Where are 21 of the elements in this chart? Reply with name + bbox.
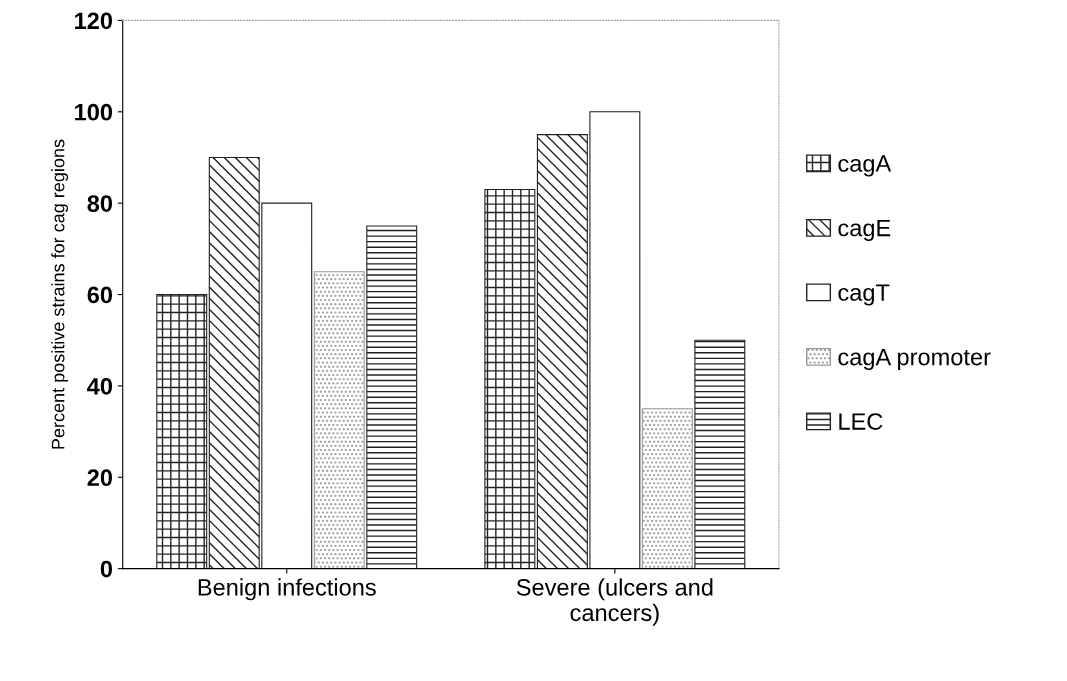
- y-axis-title: Percent positive strains for cag regions: [51, 139, 69, 449]
- y-tick-label: 120: [75, 12, 113, 30]
- y-tick-label: 40: [87, 377, 113, 395]
- bar: [366, 225, 418, 569]
- legend-label: cagA: [838, 155, 892, 177]
- legend-label: LEC: [839, 413, 883, 430]
- y-tick-label: 60: [87, 286, 113, 304]
- legend-label: cagA promoter: [838, 348, 991, 371]
- bar: [313, 271, 365, 569]
- x-tick-label: Severe (ulcers and cancers): [516, 578, 713, 626]
- y-tick-label: 20: [87, 469, 113, 487]
- y-tick-label: 100: [75, 103, 113, 121]
- legend-label: cagT: [838, 284, 890, 306]
- bar: [484, 188, 536, 569]
- legend-label: cagE: [838, 219, 891, 242]
- x-tick-label: Benign infections: [198, 578, 376, 601]
- y-tick-label: 0: [100, 560, 113, 578]
- bar: [694, 339, 746, 569]
- bar: [156, 293, 208, 569]
- y-tick-label: 80: [87, 195, 113, 212]
- bar: [641, 408, 693, 569]
